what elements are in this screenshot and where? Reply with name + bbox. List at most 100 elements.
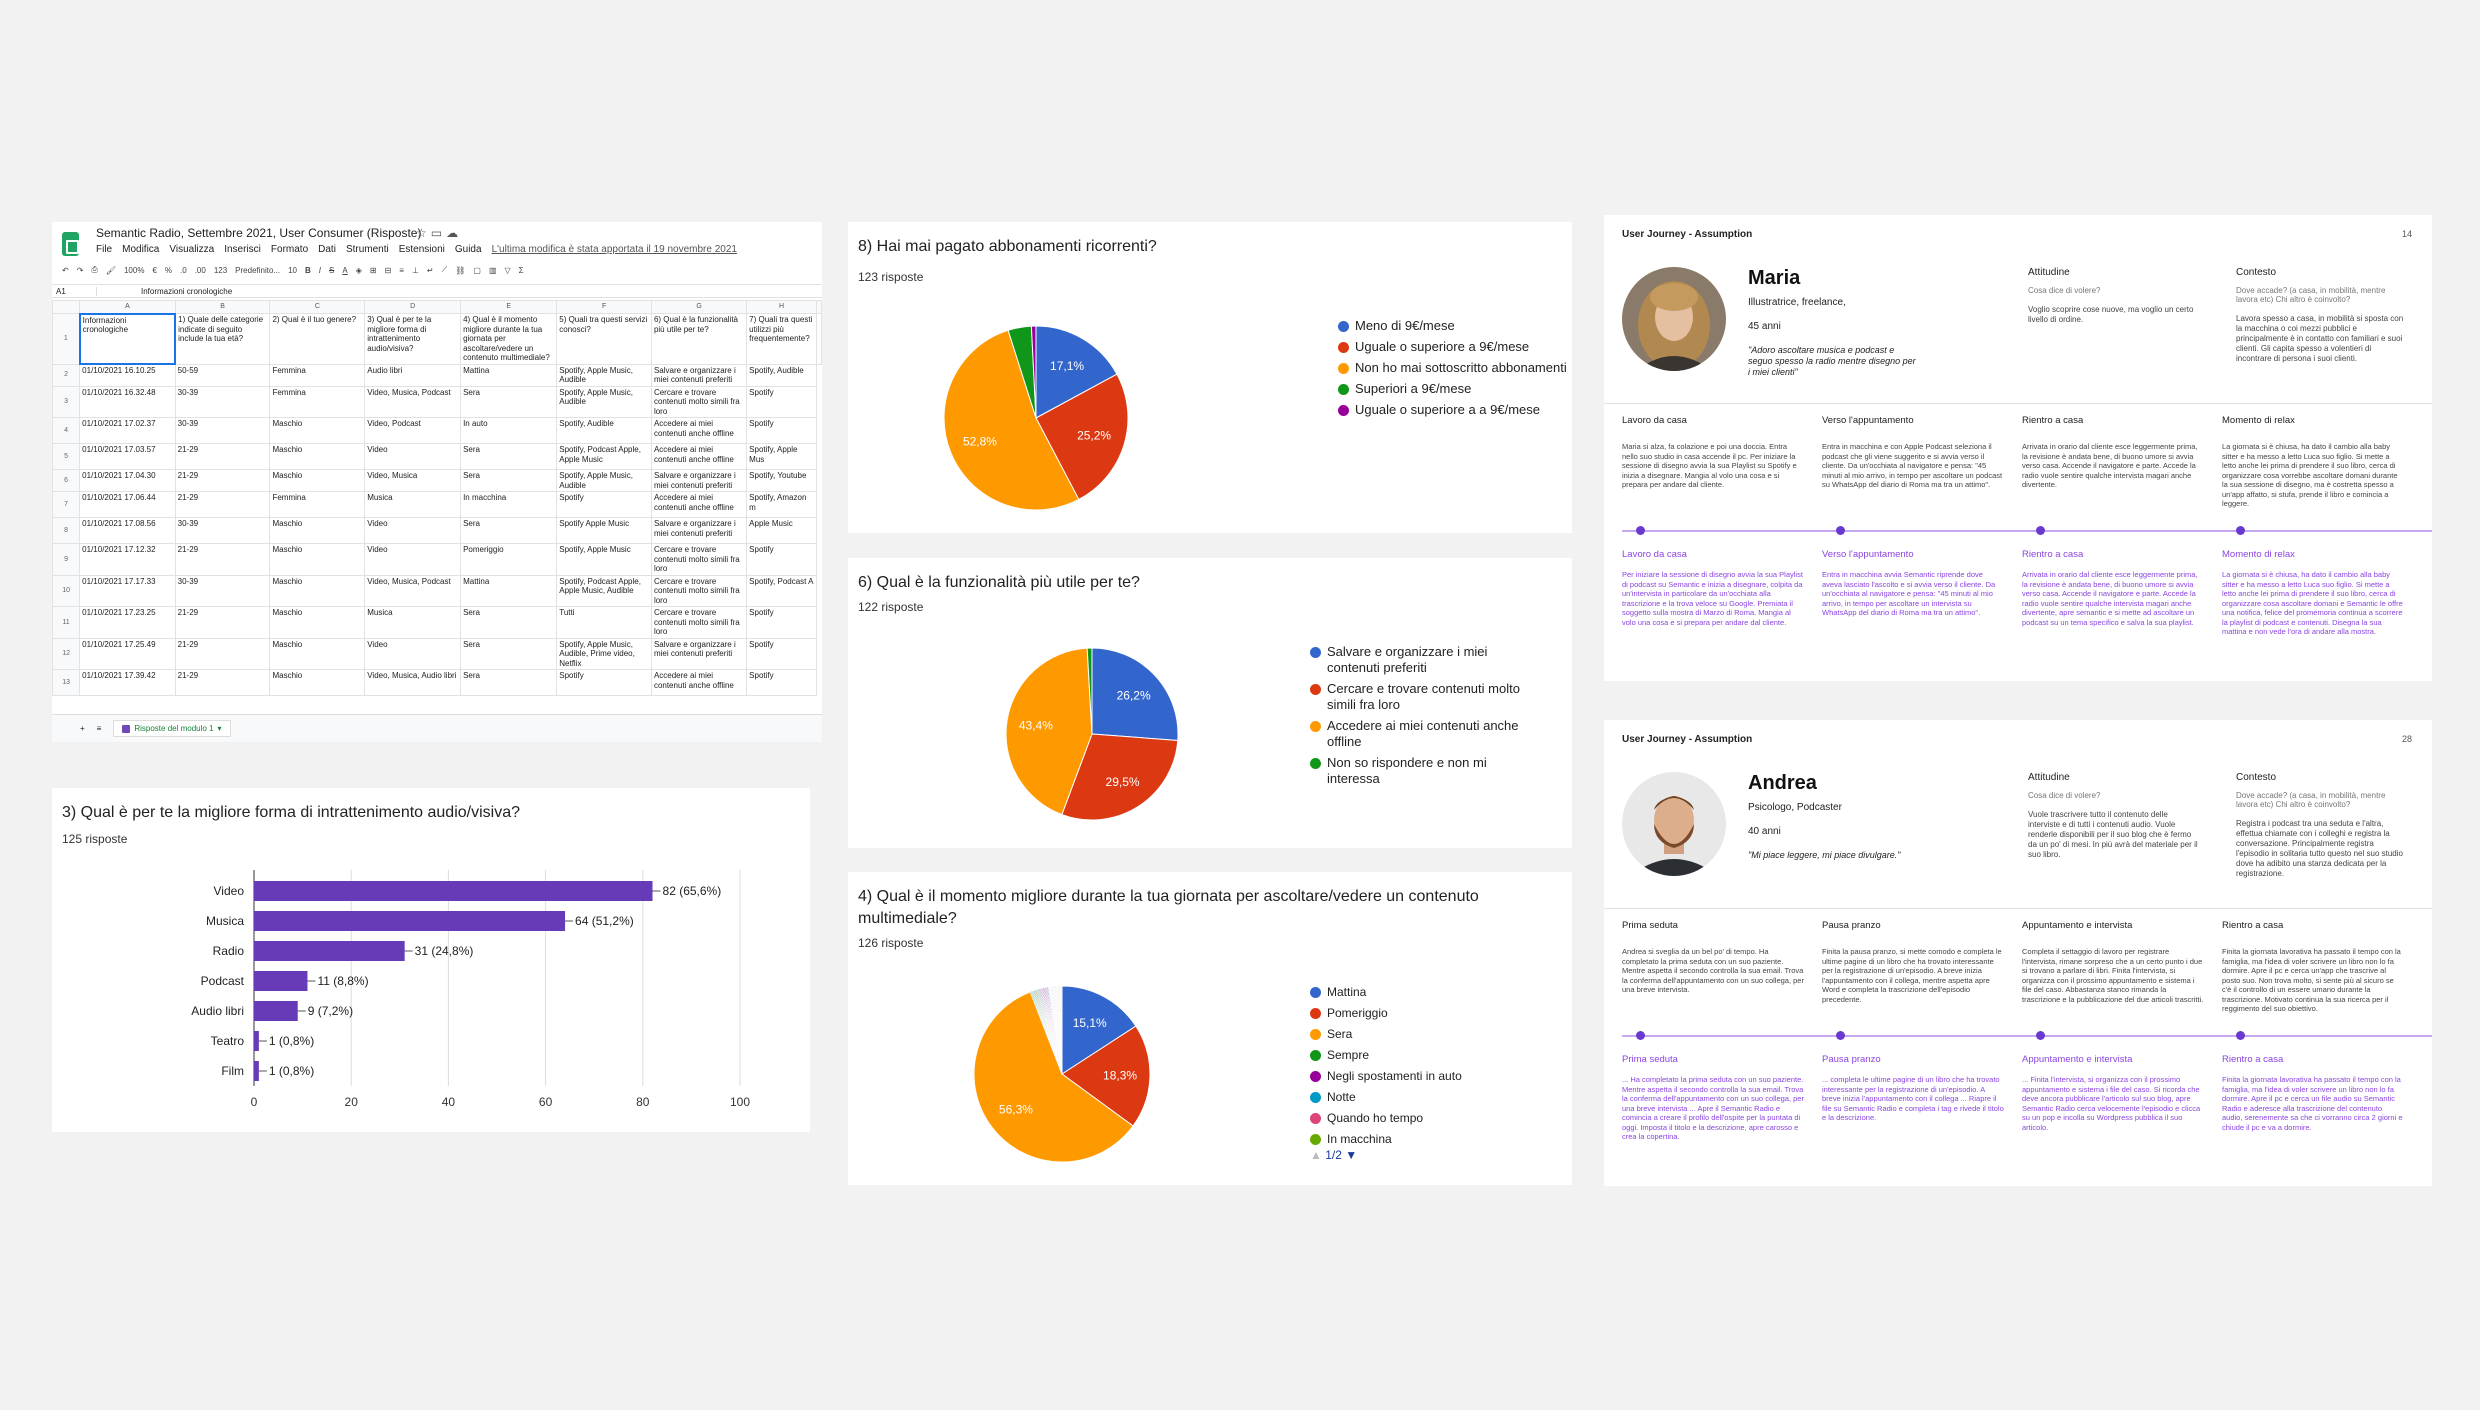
cell[interactable]: Tutti bbox=[556, 606, 652, 639]
cell[interactable]: Cercare e trovare contenuti molto simili… bbox=[650, 574, 748, 607]
cell[interactable]: 21-29 bbox=[174, 443, 271, 470]
cell[interactable]: Pomeriggio bbox=[460, 543, 558, 576]
cell[interactable]: 30-39 bbox=[174, 385, 271, 418]
bold-icon[interactable]: B bbox=[305, 265, 311, 275]
legend-item[interactable]: Negli spostamenti in auto bbox=[1310, 1068, 1540, 1084]
column-header[interactable]: D bbox=[364, 300, 462, 314]
legend-item[interactable]: Mattina bbox=[1310, 984, 1540, 1000]
pie-slice[interactable] bbox=[1091, 647, 1179, 742]
menu-formato[interactable]: Formato bbox=[270, 244, 309, 255]
cell[interactable]: Video bbox=[364, 517, 462, 544]
column-header[interactable]: F bbox=[556, 300, 652, 314]
legend-item[interactable]: Salvare e organizzare i miei contenuti p… bbox=[1310, 644, 1540, 676]
paint-format-icon[interactable]: 🖌 bbox=[105, 265, 116, 275]
cell[interactable]: Spotify, Podcast Apple, Apple Music, Aud… bbox=[556, 574, 652, 607]
cell[interactable]: Spotify, Youtube bbox=[746, 469, 817, 492]
strikethrough-icon[interactable]: S bbox=[329, 265, 335, 275]
cell[interactable]: Spotify, Apple Mus bbox=[746, 443, 817, 470]
header-cell[interactable]: 3) Qual è per te la migliore forma di in… bbox=[364, 313, 462, 365]
star-icon[interactable]: ☆ bbox=[416, 226, 431, 240]
sheets-logo-icon[interactable] bbox=[62, 232, 79, 256]
fill-color-icon[interactable]: ◈ bbox=[355, 265, 362, 275]
cell[interactable]: Musica bbox=[364, 606, 462, 639]
cell[interactable]: Salvare e organizzare i miei contenuti p… bbox=[650, 637, 748, 670]
cell[interactable]: Spotify, Amazon m bbox=[746, 491, 817, 518]
chart-icon[interactable]: ▥ bbox=[488, 265, 497, 275]
cell[interactable]: Femmina bbox=[269, 491, 366, 518]
row-number[interactable]: 7 bbox=[52, 491, 81, 518]
menu-inserisci[interactable]: Inserisci bbox=[224, 244, 261, 255]
bar[interactable] bbox=[254, 911, 566, 931]
align-icon[interactable]: ≡ bbox=[399, 265, 404, 275]
legend-item[interactable]: Superiori a 9€/mese bbox=[1338, 381, 1568, 397]
column-header[interactable]: G bbox=[650, 300, 748, 314]
pie-slice[interactable] bbox=[1061, 985, 1137, 1075]
cell[interactable]: Sera bbox=[460, 637, 558, 670]
cell[interactable]: Cercare e trovare contenuti molto simili… bbox=[650, 385, 748, 418]
cell[interactable]: Maschio bbox=[269, 469, 366, 492]
cell[interactable]: 01/10/2021 17.03.57 bbox=[79, 443, 176, 470]
cell[interactable]: Spotify bbox=[746, 669, 817, 696]
cell[interactable]: Maschio bbox=[269, 443, 366, 470]
cell[interactable]: Spotify, Podcast Apple, Apple Music bbox=[556, 443, 652, 470]
cell[interactable]: Accedere ai miei contenuti anche offline bbox=[650, 417, 748, 444]
legend-item[interactable]: Quando ho tempo bbox=[1310, 1110, 1540, 1126]
font-size-select[interactable]: 10 bbox=[288, 265, 297, 275]
menu-file[interactable]: File bbox=[96, 244, 113, 255]
cell[interactable]: Maschio bbox=[269, 417, 366, 444]
last-edit-link[interactable]: L'ultima modifica è stata apportata il 1… bbox=[491, 244, 737, 255]
menu-guida[interactable]: Guida bbox=[454, 244, 482, 255]
cell[interactable]: 01/10/2021 17.08.56 bbox=[79, 517, 176, 544]
currency-button[interactable]: € bbox=[152, 265, 157, 275]
row-number[interactable]: 2 bbox=[52, 363, 81, 387]
cell[interactable]: Spotify, Podcast A bbox=[746, 574, 817, 607]
wrap-icon[interactable]: ↵ bbox=[426, 265, 434, 275]
zoom-select[interactable]: 100% bbox=[123, 265, 145, 275]
cell[interactable]: Musica bbox=[364, 491, 462, 518]
cell[interactable]: 21-29 bbox=[174, 669, 271, 696]
merge-icon[interactable]: ⊟ bbox=[384, 265, 392, 275]
header-cell[interactable]: 2) Qual è il tuo genere? bbox=[269, 313, 366, 365]
legend-item[interactable]: Non so rispondere e non mi interessa bbox=[1310, 755, 1540, 787]
link-icon[interactable]: ⛓ bbox=[455, 265, 466, 275]
legend-item[interactable]: Meno di 9€/mese bbox=[1338, 318, 1568, 334]
cell[interactable]: Video, Musica bbox=[364, 469, 462, 492]
italic-icon[interactable]: I bbox=[318, 265, 322, 275]
row-number[interactable]: 13 bbox=[52, 669, 81, 696]
cell[interactable]: Femmina bbox=[269, 385, 366, 418]
cell[interactable]: Spotify, Audible bbox=[556, 417, 652, 444]
legend-item[interactable]: In macchina bbox=[1310, 1131, 1540, 1147]
cell[interactable]: 21-29 bbox=[174, 637, 271, 670]
cell[interactable]: Sera bbox=[460, 606, 558, 639]
comment-icon[interactable]: ▢ bbox=[473, 265, 481, 275]
row-number[interactable]: 4 bbox=[52, 417, 81, 444]
bar[interactable] bbox=[254, 1061, 259, 1081]
cell[interactable]: Spotify bbox=[746, 543, 817, 576]
cell[interactable]: Salvare e organizzare i miei contenuti p… bbox=[650, 363, 748, 387]
cell[interactable]: Maschio bbox=[269, 517, 366, 544]
pie-slice[interactable] bbox=[1030, 325, 1037, 419]
cell[interactable]: 01/10/2021 16.32.48 bbox=[79, 385, 176, 418]
cell[interactable]: Cercare e trovare contenuti molto simili… bbox=[650, 606, 748, 639]
functions-icon[interactable]: Σ bbox=[518, 265, 524, 275]
row-number[interactable]: 3 bbox=[52, 385, 81, 418]
cell[interactable]: Video, Musica, Podcast bbox=[364, 385, 462, 418]
menu-strumenti[interactable]: Strumenti bbox=[345, 244, 389, 255]
borders-icon[interactable]: ⊞ bbox=[369, 265, 377, 275]
cell[interactable]: 01/10/2021 17.25.49 bbox=[79, 637, 176, 670]
cell[interactable]: Mattina bbox=[460, 574, 558, 607]
cell[interactable]: Apple Music bbox=[746, 517, 817, 544]
header-cell[interactable]: 5) Quali tra questi servizi conosci? bbox=[556, 313, 652, 365]
cell[interactable]: Video, Musica, Audio libri bbox=[364, 669, 462, 696]
formula-input[interactable]: Informazioni cronologiche bbox=[141, 286, 233, 296]
bar[interactable] bbox=[254, 881, 653, 901]
cell[interactable]: Video, Musica, Podcast bbox=[364, 574, 462, 607]
print-icon[interactable]: ⎙ bbox=[91, 265, 98, 274]
cell[interactable]: Cercare e trovare contenuti molto simili… bbox=[650, 543, 748, 576]
cell[interactable]: Salvare e organizzare i miei contenuti p… bbox=[650, 517, 748, 544]
cell[interactable]: Video bbox=[364, 443, 462, 470]
column-header[interactable]: C bbox=[269, 300, 366, 314]
legend-item[interactable]: Uguale o superiore a 9€/mese bbox=[1338, 339, 1568, 355]
valign-icon[interactable]: ⊥ bbox=[411, 265, 419, 275]
cell[interactable]: Spotify Apple Music bbox=[556, 517, 652, 544]
